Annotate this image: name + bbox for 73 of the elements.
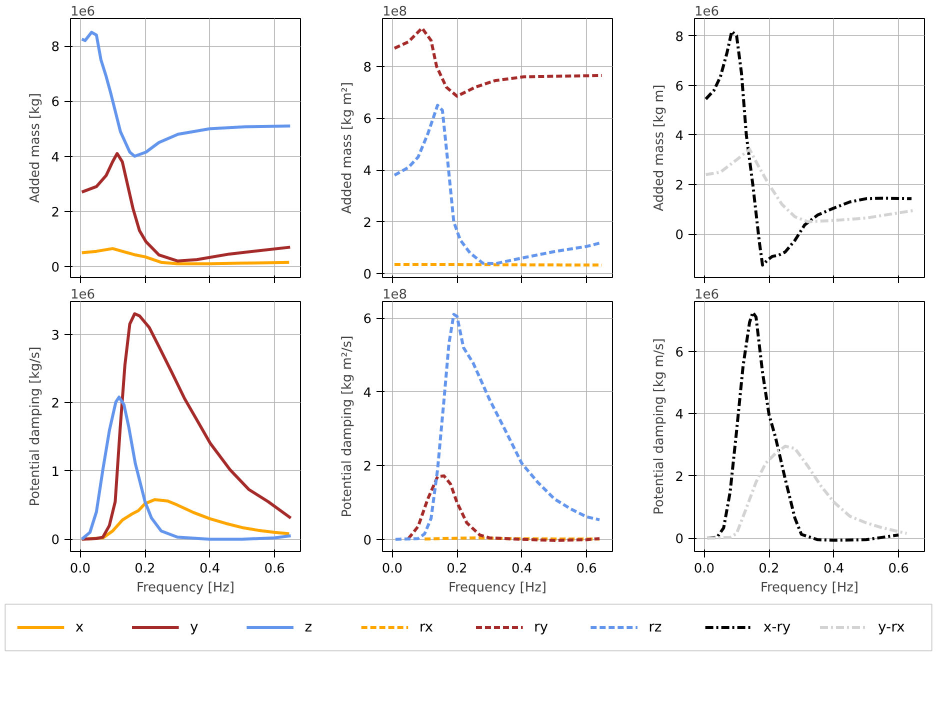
legend-label: rx <box>419 620 434 636</box>
y-tick-label: 6 <box>363 112 372 128</box>
y-tick-label: 0 <box>675 228 684 244</box>
x-tick-label: 0.2 <box>758 562 780 576</box>
y-axis-title: Added mass [kg m] <box>652 84 668 212</box>
y-tick-label: 4 <box>51 150 60 166</box>
x-axis-title: Frequency [Hz] <box>448 580 547 596</box>
y-tick-label: 4 <box>363 164 372 180</box>
line-series <box>704 30 914 267</box>
x-axis-title: Frequency [Hz] <box>760 580 859 596</box>
y-tick-label: 0 <box>675 532 684 548</box>
y-axis-title: Potential damping [kg m²/s] <box>340 336 356 518</box>
x-tick-label: 0.6 <box>576 562 597 576</box>
x-tick-label: 0.0 <box>382 562 403 576</box>
y-axis-title: Potential damping [kg/s] <box>28 346 44 506</box>
line-series <box>394 312 602 541</box>
legend-label: y <box>190 620 198 636</box>
x-tick-label: 0.0 <box>70 562 91 576</box>
line-series <box>704 148 915 224</box>
line-series <box>80 152 292 262</box>
x-tick-label: 0.0 <box>694 562 715 576</box>
x-tick-label: 0.4 <box>823 562 844 576</box>
y-tick-label: 0 <box>363 533 372 548</box>
x-tick-label: 0.6 <box>888 562 909 576</box>
annotation: 1e8 <box>382 4 408 20</box>
y-tick-label: 4 <box>675 128 684 144</box>
y-tick-label: 6 <box>363 312 372 328</box>
legend-label: y-rx <box>878 620 905 636</box>
y-axis-title: Potential damping [kg m/s] <box>652 338 668 515</box>
y-tick-label: 2 <box>363 460 372 475</box>
x-tick-label: 0.6 <box>264 562 285 576</box>
line-series <box>80 247 291 266</box>
x-tick-label: 0.2 <box>446 562 468 576</box>
line-series <box>392 26 604 98</box>
y-tick-label: 0 <box>51 533 60 548</box>
y-tick-label: 8 <box>51 40 60 56</box>
y-tick-label: 1 <box>51 464 60 480</box>
annotation: 1e8 <box>382 288 408 302</box>
y-tick-label: 6 <box>51 95 60 110</box>
legend-label: rz <box>648 620 662 636</box>
y-tick-label: 4 <box>363 386 372 401</box>
line-series <box>80 312 292 541</box>
line-series <box>406 474 602 542</box>
line-series <box>706 444 908 540</box>
y-axis-title: Added mass [kg] <box>28 93 44 203</box>
line-series <box>80 30 292 158</box>
y-tick-label: 6 <box>675 79 684 94</box>
legend-label: z <box>304 620 312 636</box>
legend-label: x-ry <box>763 620 791 636</box>
annotation: 1e6 <box>70 288 96 302</box>
annotation: 1e6 <box>694 4 720 20</box>
x-tick-label: 0.4 <box>199 562 220 576</box>
y-tick-label: 3 <box>51 328 60 344</box>
y-tick-label: 2 <box>51 396 60 412</box>
legend-label: x <box>75 620 84 636</box>
legend-label: ry <box>534 620 548 636</box>
y-tick-label: 6 <box>675 345 684 360</box>
annotation: 1e6 <box>694 288 720 302</box>
y-tick-label: 8 <box>675 30 684 45</box>
y-tick-label: 0 <box>51 260 60 276</box>
y-tick-label: 2 <box>675 470 684 485</box>
y-axis-title: Added mass [kg m²] <box>340 82 356 214</box>
line-series <box>80 396 292 541</box>
x-tick-label: 0.2 <box>134 562 156 576</box>
y-tick-label: 2 <box>51 205 60 220</box>
x-axis-title: Frequency [Hz] <box>136 580 235 596</box>
y-tick-label: 2 <box>363 216 372 231</box>
y-tick-label: 4 <box>675 408 684 423</box>
annotation: 1e6 <box>70 4 96 20</box>
y-tick-label: 2 <box>675 178 684 194</box>
y-tick-label: 8 <box>363 60 372 76</box>
y-tick-label: 0 <box>363 268 372 283</box>
x-tick-label: 0.4 <box>511 562 532 576</box>
